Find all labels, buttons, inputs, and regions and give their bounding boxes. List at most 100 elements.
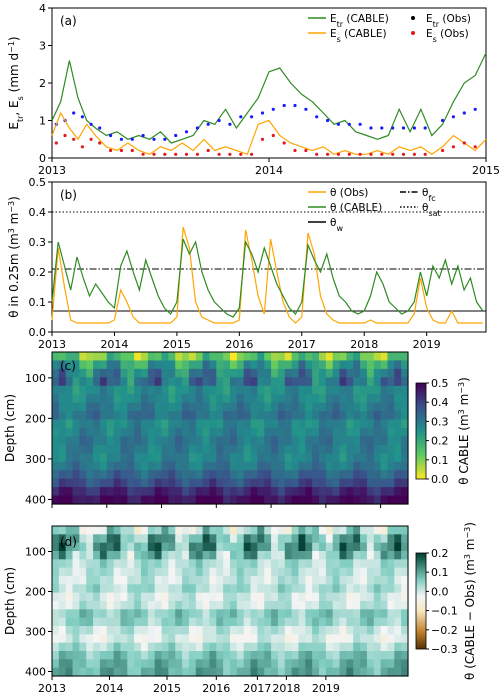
- heatmap-cell: [134, 411, 142, 421]
- heatmap-cell: [312, 626, 320, 635]
- heatmap-cell: [284, 495, 293, 505]
- data-point: [473, 107, 477, 111]
- heatmap-cell: [113, 592, 122, 602]
- heatmap-cell: [127, 626, 135, 635]
- heatmap-cell: [58, 617, 67, 627]
- heatmap-cell: [120, 360, 128, 370]
- heatmap-cell: [387, 659, 395, 669]
- heatmap-cell: [243, 394, 252, 404]
- heatmap-cell: [223, 444, 231, 454]
- heatmap-cell: [58, 478, 67, 488]
- heatmap-cell: [380, 559, 389, 569]
- heatmap-cell: [380, 436, 389, 446]
- heatmap-cell: [401, 411, 409, 421]
- heatmap-cell: [373, 368, 382, 378]
- heatmap-cell: [387, 478, 395, 488]
- heatmap-cell: [127, 659, 135, 669]
- heatmap-cell: [366, 352, 375, 362]
- heatmap-cell: [236, 419, 245, 429]
- heatmap-cell: [175, 360, 183, 370]
- heatmap-cell: [339, 419, 347, 429]
- heatmap-cell: [134, 360, 142, 370]
- heatmap-cell: [305, 626, 313, 635]
- heatmap-cell: [182, 542, 190, 552]
- heatmap-cell: [264, 667, 272, 677]
- heatmap-cell: [79, 402, 87, 412]
- heatmap-cell: [195, 584, 204, 594]
- heatmap-cell: [127, 377, 135, 387]
- heatmap-cell: [182, 609, 190, 619]
- heatmap-cell: [120, 559, 128, 569]
- heatmap-cell: [202, 411, 211, 421]
- heatmap-cell: [188, 436, 197, 446]
- heatmap-cell: [202, 368, 211, 378]
- heatmap-cell: [147, 626, 156, 635]
- heatmap-cell: [366, 487, 375, 497]
- heatmap-cell: [291, 576, 300, 585]
- heatmap-cell: [58, 411, 67, 421]
- heatmap-cell: [394, 385, 402, 395]
- heatmap-cell: [394, 667, 402, 677]
- heatmap-cell: [298, 385, 306, 395]
- heatmap-cell: [209, 428, 217, 438]
- data-point: [80, 145, 84, 149]
- legend-entry: Es (CABLE): [330, 28, 387, 44]
- heatmap-cell: [401, 609, 409, 619]
- heatmap-cell: [271, 559, 279, 569]
- heatmap-cell: [168, 651, 176, 660]
- heatmap-cell: [271, 609, 279, 619]
- heatmap-cell: [79, 526, 87, 535]
- heatmap-cell: [93, 551, 101, 560]
- heatmap-cell: [195, 352, 204, 362]
- heatmap-cell: [52, 634, 60, 644]
- heatmap-cell: [202, 617, 211, 627]
- heatmap-cell: [305, 377, 313, 387]
- heatmap-cell: [236, 542, 245, 552]
- heatmap-cell: [298, 567, 306, 577]
- heatmap-cell: [346, 567, 354, 577]
- heatmap-cell: [298, 352, 306, 362]
- heatmap-cell: [298, 453, 306, 463]
- heatmap-cell: [216, 659, 224, 669]
- heatmap-cell: [319, 385, 327, 395]
- heatmap-cell: [360, 626, 368, 635]
- heatmap-cell: [58, 626, 67, 635]
- heatmap-cell: [79, 352, 87, 362]
- heatmap-cell: [325, 601, 334, 610]
- heatmap-cell: [353, 428, 361, 438]
- heatmap-cell: [202, 428, 211, 438]
- heatmap-cell: [99, 487, 108, 497]
- heatmap-cell: [223, 478, 231, 488]
- heatmap-cell: [277, 470, 286, 480]
- heatmap-cell: [175, 659, 183, 669]
- heatmap-cell: [380, 567, 389, 577]
- heatmap-cell: [387, 601, 395, 610]
- heatmap-cell: [271, 659, 279, 669]
- heatmap-cell: [277, 551, 286, 560]
- heatmap-cell: [394, 542, 402, 552]
- heatmap-cell: [257, 487, 265, 497]
- heatmap-cell: [72, 667, 80, 677]
- heatmap-cell: [141, 609, 149, 619]
- heatmap-cell: [339, 567, 347, 577]
- heatmap-cell: [161, 634, 169, 644]
- heatmap-cell: [202, 419, 211, 429]
- heatmap-cell: [250, 551, 258, 560]
- data-point: [326, 118, 330, 123]
- heatmap-cell: [250, 567, 258, 577]
- heatmap-cell: [58, 534, 67, 544]
- heatmap-cell: [373, 584, 382, 594]
- heatmap-cell: [332, 542, 341, 552]
- heatmap-cell: [127, 559, 135, 569]
- heatmap-cell: [223, 368, 231, 378]
- panel-c-tag: (c): [60, 359, 76, 373]
- heatmap-cell: [243, 601, 252, 610]
- heatmap-cell: [147, 584, 156, 594]
- heatmap-cell: [360, 667, 368, 677]
- heatmap-cell: [72, 592, 80, 602]
- heatmap-cell: [236, 592, 245, 602]
- heatmap-cell: [154, 667, 163, 677]
- heatmap-cell: [141, 559, 149, 569]
